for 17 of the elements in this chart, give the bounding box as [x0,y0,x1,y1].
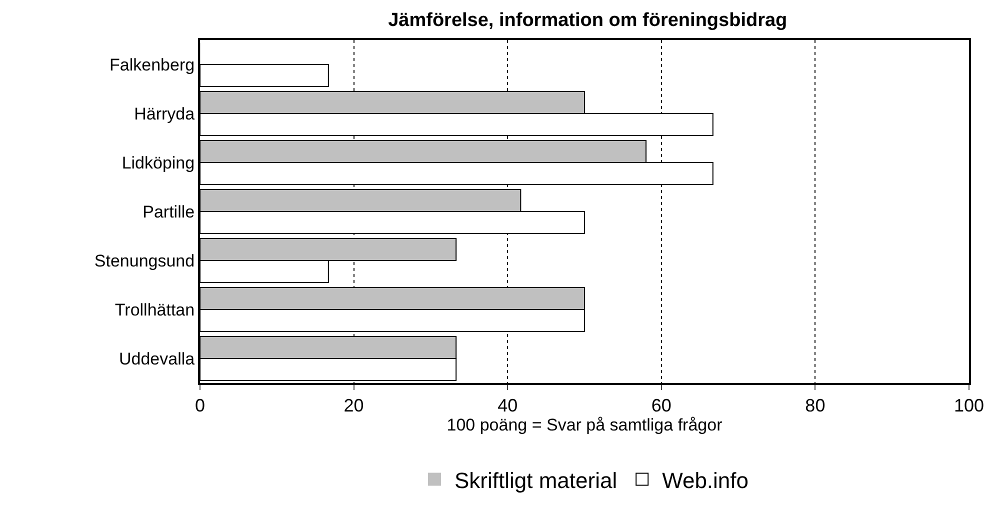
x-tick-label: 100 [954,396,984,416]
chart-title: Jämförelse, information om föreningsbidrag [388,10,788,32]
y-tick-label: Falkenberg [110,55,195,74]
y-tick-label: Härryda [134,104,196,124]
y-tick-label: Lidköping [122,153,195,172]
y-tick-label: Uddevalla [118,349,196,368]
y-tick-label: Trollhättan [114,300,195,320]
x-tick-label: 40 [498,396,518,416]
x-tick-label: 80 [805,396,826,416]
x-axis-title: 100 poäng = Svar på samtliga frågor [446,416,723,435]
y-tick-label: Stenungsund [94,251,195,270]
x-tick-label: 0 [194,396,206,416]
y-tick-label: Partille [142,202,195,222]
legend-label: Web.info [662,468,749,493]
x-tick-label: 60 [651,396,672,416]
x-tick-label: 20 [344,396,364,416]
legend-label: Skriftligt material [454,468,618,493]
